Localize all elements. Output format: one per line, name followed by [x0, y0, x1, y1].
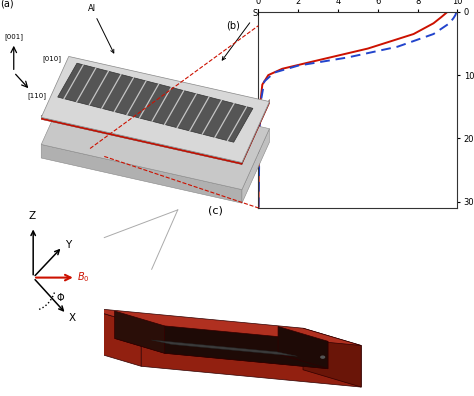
- Text: [001]: [001]: [4, 33, 23, 40]
- Polygon shape: [41, 84, 269, 190]
- Text: X: X: [69, 313, 76, 323]
- Polygon shape: [141, 325, 361, 387]
- Polygon shape: [58, 63, 253, 142]
- Polygon shape: [41, 56, 269, 162]
- Text: Si: Si: [222, 9, 261, 60]
- Polygon shape: [41, 145, 242, 203]
- Polygon shape: [303, 328, 361, 387]
- Polygon shape: [151, 340, 298, 356]
- Polygon shape: [83, 307, 141, 366]
- Text: (b): (b): [226, 21, 240, 31]
- Text: [110]: [110]: [27, 92, 46, 99]
- Polygon shape: [115, 311, 164, 353]
- Polygon shape: [83, 307, 361, 345]
- Text: [010]: [010]: [43, 55, 62, 61]
- Polygon shape: [41, 115, 242, 165]
- Polygon shape: [242, 99, 269, 162]
- Text: $\Phi$: $\Phi$: [56, 291, 65, 303]
- Polygon shape: [41, 115, 242, 162]
- Polygon shape: [242, 129, 269, 203]
- Text: Z: Z: [29, 211, 36, 221]
- Circle shape: [321, 356, 325, 358]
- Polygon shape: [278, 326, 328, 369]
- Polygon shape: [242, 99, 269, 165]
- Text: Y: Y: [65, 240, 71, 250]
- Text: (c): (c): [208, 206, 223, 216]
- Polygon shape: [115, 338, 328, 369]
- Text: (a): (a): [0, 0, 14, 9]
- Text: Al: Al: [88, 4, 114, 53]
- Polygon shape: [164, 326, 328, 369]
- Text: $B_0$: $B_0$: [77, 270, 90, 284]
